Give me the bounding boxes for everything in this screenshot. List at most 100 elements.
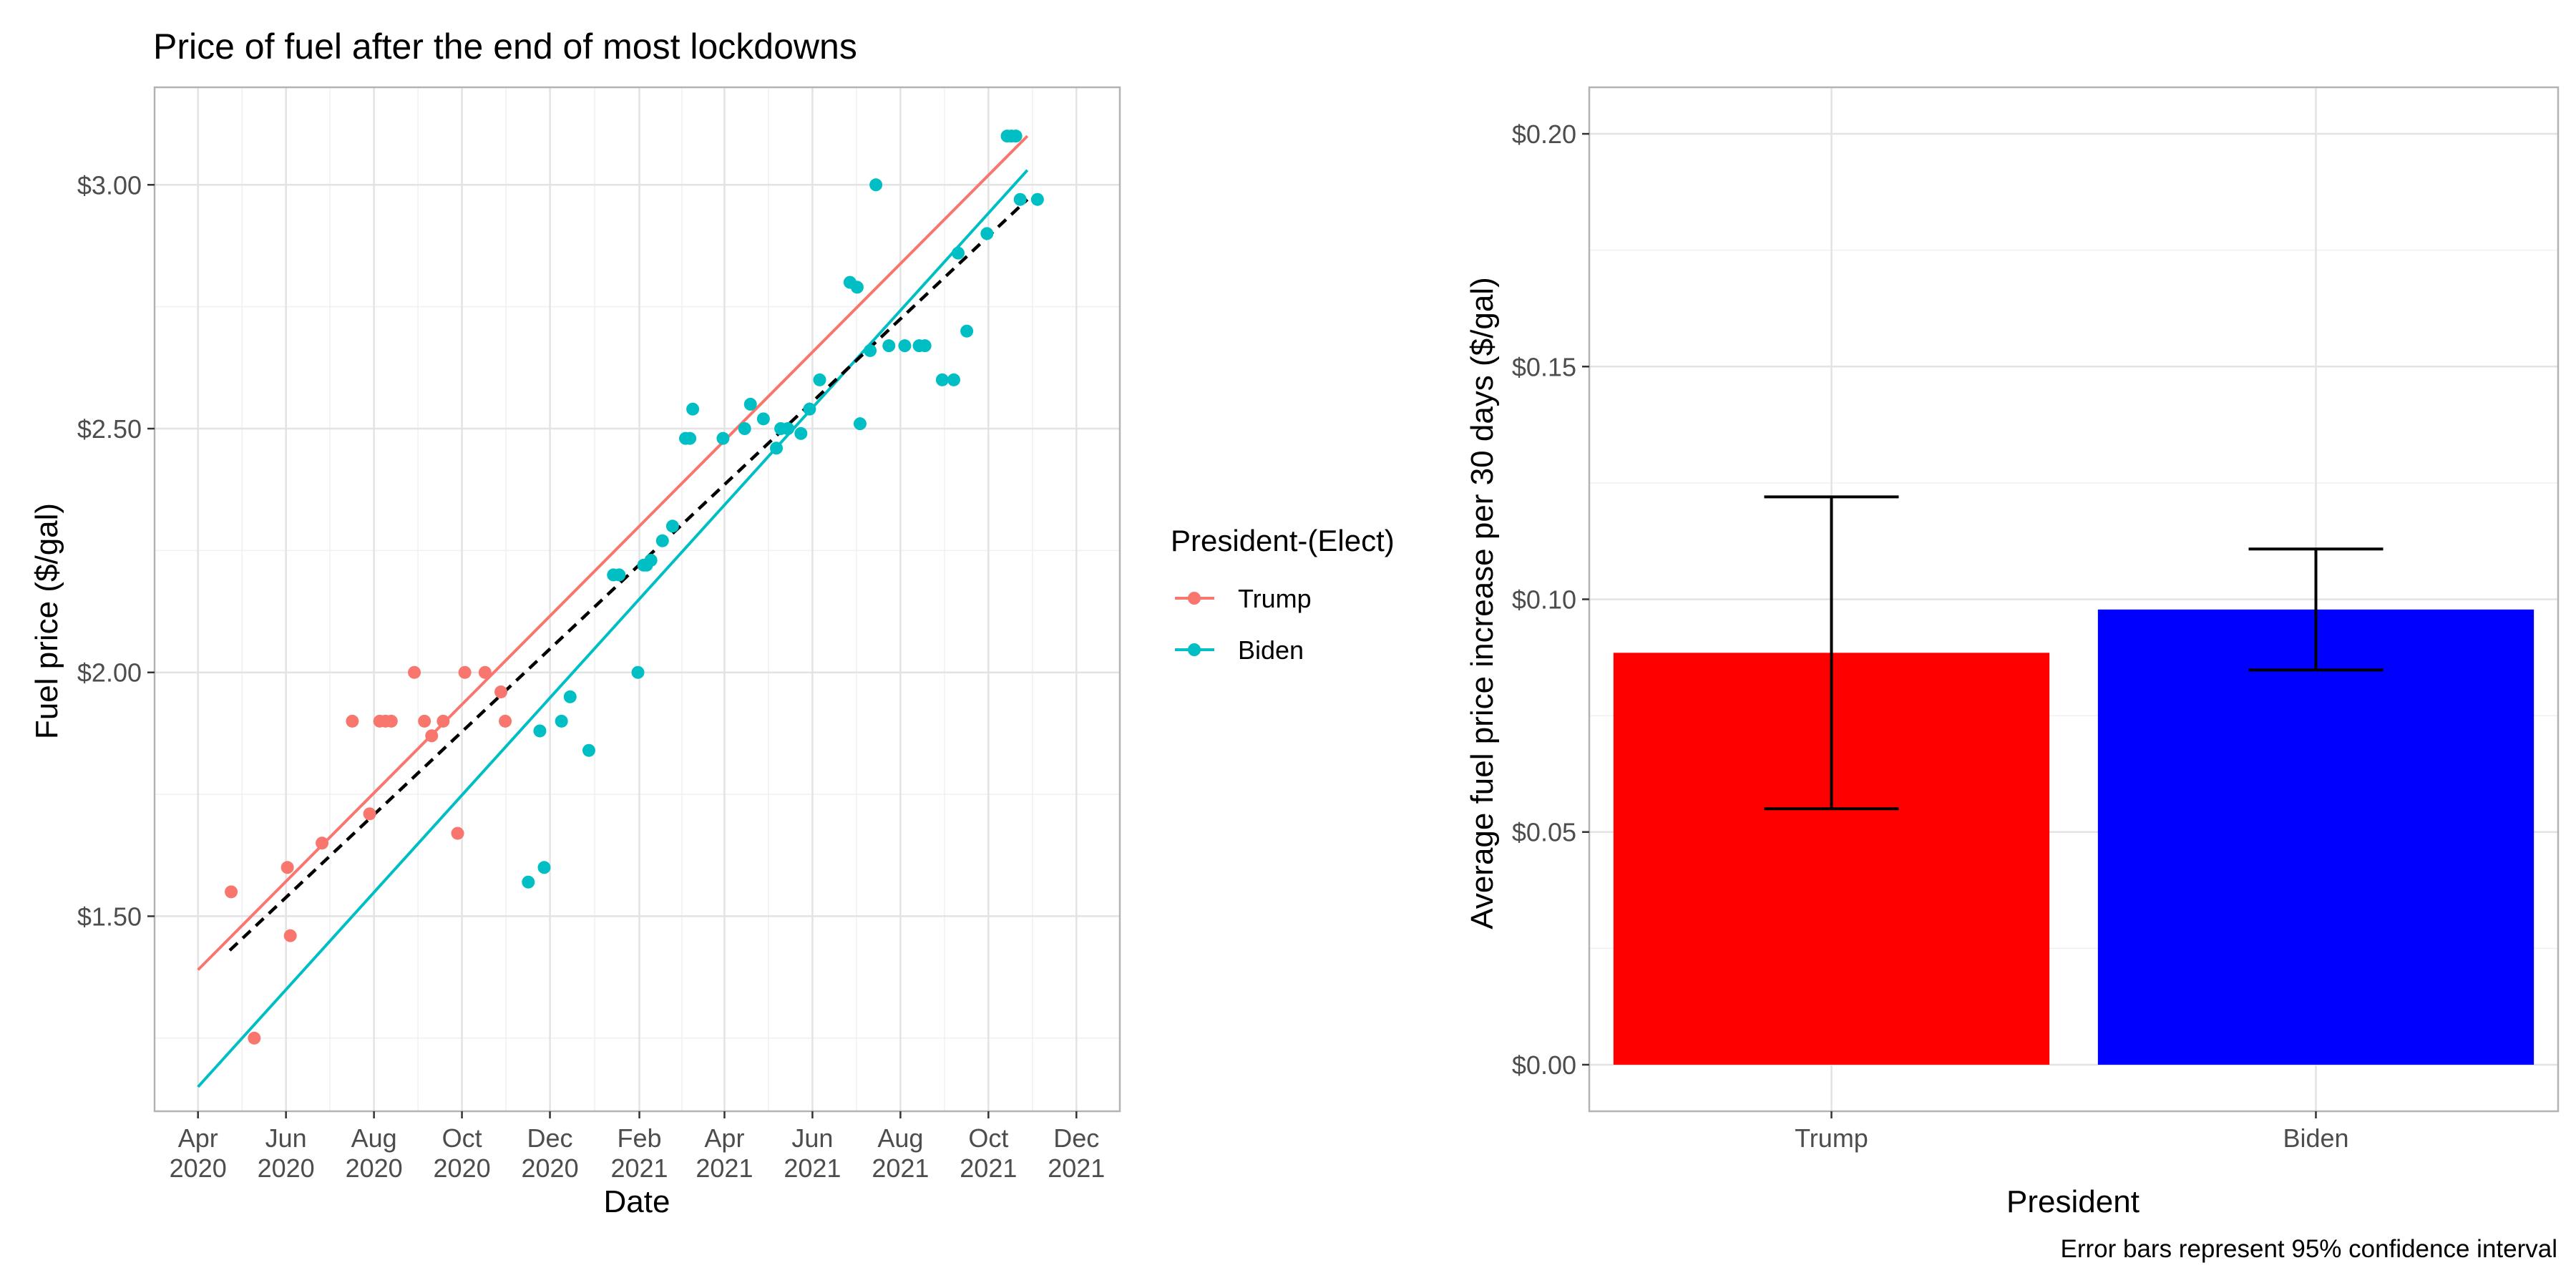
data-point-trump <box>408 665 421 679</box>
data-point-trump <box>384 714 398 728</box>
bar-x-ticks: Trump Biden <box>1795 1111 2349 1153</box>
bar-y-axis-label: Average fuel price increase per 30 days … <box>1465 277 1500 929</box>
error-bars <box>1764 495 2384 811</box>
data-point-trump <box>494 685 508 698</box>
data-point-biden <box>743 397 757 411</box>
bar-x-tick-label: Trump <box>1795 1123 1868 1153</box>
data-point-biden <box>582 743 595 757</box>
data-point-trump <box>425 729 439 743</box>
data-point-biden <box>952 246 965 260</box>
bar-y-ticks: $0.00 $0.05 $0.10 $0.15 $0.20 <box>1512 119 1589 1080</box>
scatter-y-tick-label: $3.00 <box>77 170 142 200</box>
scatter-y-tick-label: $1.50 <box>77 902 142 931</box>
scatter-x-tick-label: 2020 <box>170 1153 227 1183</box>
data-point-trump <box>418 714 431 728</box>
data-point-biden <box>631 665 645 679</box>
data-point-biden <box>869 178 883 192</box>
legend-items: Trump Biden <box>1175 584 1312 665</box>
scatter-x-tick-label: 2021 <box>960 1153 1017 1183</box>
scatter-x-tick-label: Feb <box>618 1123 662 1153</box>
data-point-biden <box>756 412 770 426</box>
scatter-x-tick-label: 2020 <box>258 1153 315 1183</box>
data-point-biden <box>1013 192 1027 206</box>
data-point-biden <box>813 373 826 386</box>
bar-chart: $0.00 $0.05 $0.10 $0.15 $0.20 Trump Biden Pre… <box>1465 86 2560 1263</box>
data-point-biden <box>918 339 932 353</box>
data-point-biden <box>781 422 795 435</box>
scatter-x-tick-label: Aug <box>351 1123 397 1153</box>
scatter-panel-border <box>153 86 1121 1113</box>
bar-y-tick-label: $0.20 <box>1512 119 1576 149</box>
data-point-trump <box>225 885 238 899</box>
data-point-biden <box>882 339 896 353</box>
data-point-biden <box>853 417 867 431</box>
bar-y-tick-label: $0.10 <box>1512 585 1576 615</box>
data-point-biden <box>533 724 547 738</box>
data-point-trump <box>436 714 450 728</box>
scatter-fit-lines <box>197 135 1029 1088</box>
scatter-x-tick-label: 2020 <box>522 1153 579 1183</box>
data-point-biden <box>803 402 816 416</box>
data-point-trump <box>451 826 464 840</box>
data-point-biden <box>898 339 912 353</box>
legend-label-trump: Trump <box>1238 584 1312 613</box>
data-point-biden <box>738 422 751 435</box>
bar-biden <box>2097 609 2534 1065</box>
data-point-biden <box>537 861 551 874</box>
data-point-biden <box>522 875 535 889</box>
bar-y-tick-label: $0.00 <box>1512 1050 1576 1080</box>
scatter-y-axis-label: Fuel price ($/gal) <box>29 503 64 739</box>
scatter-x-tick-label: 2020 <box>434 1153 491 1183</box>
scatter-y-tick-label: $2.50 <box>77 414 142 444</box>
data-point-biden <box>716 431 730 445</box>
data-point-trump <box>458 665 472 679</box>
scatter-x-tick-label: 2021 <box>610 1153 668 1183</box>
data-point-biden <box>655 534 669 547</box>
data-point-trump <box>346 714 359 728</box>
data-point-biden <box>665 519 679 533</box>
data-point-biden <box>960 324 974 338</box>
data-point-biden <box>980 227 994 240</box>
data-point-trump <box>363 807 376 821</box>
bar-x-axis-label: President <box>2006 1184 2140 1219</box>
fit-line-biden <box>197 169 1029 1088</box>
bar-y-tick-label: $0.05 <box>1512 818 1576 847</box>
scatter-points <box>225 130 1044 1045</box>
data-point-biden <box>947 373 960 386</box>
scatter-x-tick-label: Jun <box>791 1123 833 1153</box>
scatter-x-tick-label: Aug <box>877 1123 923 1153</box>
fit-line-trump <box>197 135 1029 971</box>
data-point-biden <box>864 343 877 357</box>
data-point-biden <box>563 690 577 703</box>
data-point-trump <box>478 665 492 679</box>
data-point-biden <box>794 426 808 440</box>
scatter-x-tick-label: 2020 <box>346 1153 403 1183</box>
scatter-x-tick-label: Jun <box>265 1123 307 1153</box>
scatter-x-ticks: Apr2020Jun2020Aug2020Oct2020Dec2020Feb20… <box>170 1111 1105 1183</box>
scatter-y-ticks: $1.50 $2.00 $2.50 $3.00 <box>77 170 155 931</box>
data-point-trump <box>499 714 512 728</box>
data-point-biden <box>686 402 700 416</box>
legend-key-point <box>1188 592 1201 605</box>
scatter-chart: Price of fuel after the end of most lock… <box>29 26 1121 1219</box>
scatter-title: Price of fuel after the end of most lock… <box>153 26 857 67</box>
scatter-x-tick-label: 2021 <box>1048 1153 1105 1183</box>
caption: Error bars represent 95% confidence inte… <box>2060 1235 2557 1263</box>
scatter-grid <box>155 87 1120 1111</box>
scatter-x-tick-label: 2021 <box>696 1153 753 1183</box>
bar-x-tick-label: Biden <box>2283 1123 2348 1153</box>
data-point-biden <box>850 280 864 294</box>
data-point-trump <box>316 836 329 850</box>
data-point-trump <box>248 1031 261 1045</box>
scatter-x-tick-label: Dec <box>1053 1123 1099 1153</box>
scatter-x-tick-label: 2021 <box>872 1153 929 1183</box>
data-point-biden <box>683 431 697 445</box>
data-point-biden <box>644 553 658 567</box>
legend: President-(Elect) Trump Biden <box>1171 524 1395 665</box>
data-point-biden <box>1009 130 1023 143</box>
data-point-biden <box>770 441 784 455</box>
scatter-x-tick-label: Apr <box>178 1123 218 1153</box>
legend-label-biden: Biden <box>1238 635 1304 665</box>
legend-title: President-(Elect) <box>1171 524 1395 557</box>
